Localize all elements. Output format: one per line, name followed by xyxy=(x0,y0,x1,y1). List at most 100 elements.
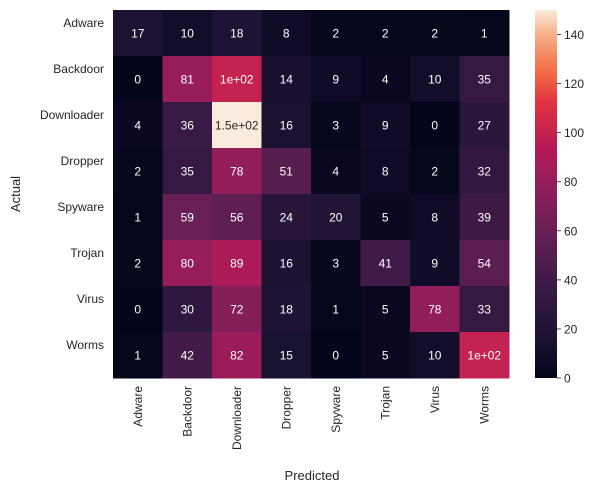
heatmap-cell xyxy=(261,102,312,149)
y-tick-label: Worms xyxy=(66,338,104,352)
cell-value-label: 89 xyxy=(230,257,244,271)
x-axis-title: Predicted xyxy=(285,468,340,483)
y-tick-label: Backdoor xyxy=(53,62,104,76)
heatmap-cell xyxy=(459,194,510,241)
cell-value-label: 4 xyxy=(332,165,339,179)
heatmap-cell xyxy=(261,10,312,57)
cell-value-labels: 17 10 18 8 2 2 2 10 81 1e+02 14 9 4 10 354 36 1.5e+02 16 3… xyxy=(131,27,501,363)
cell-value-label: 9 xyxy=(431,257,438,271)
cell-value-label: 18 xyxy=(280,303,294,317)
heatmap-cell xyxy=(459,286,510,333)
cell-value-label: 24 xyxy=(280,211,294,225)
cell-value-label: 41 xyxy=(379,257,393,271)
x-tick-label: Backdoor xyxy=(180,386,194,437)
cell-value-label: 2 xyxy=(332,27,339,41)
heatmap-cell xyxy=(212,332,262,379)
y-axis-tick-labels: Adware Backdoor Downloader Dropper Spyware Tr… xyxy=(40,16,104,352)
cell-value-label: 3 xyxy=(332,119,339,133)
heatmap-cell xyxy=(410,102,460,149)
heatmap-cell xyxy=(261,148,312,195)
cell-value-label: 15 xyxy=(280,349,294,363)
cell-value-label: 27 xyxy=(478,119,492,133)
heatmap-cell xyxy=(360,332,411,379)
heatmap-cell xyxy=(360,10,411,57)
cell-value-label: 42 xyxy=(181,349,195,363)
cell-value-label: 0 xyxy=(431,119,438,133)
cell-value-label: 9 xyxy=(382,119,389,133)
x-tick-label: Virus xyxy=(428,386,442,413)
heatmap-cell xyxy=(311,148,361,195)
heatmap-cell xyxy=(410,240,460,287)
y-tick-label: Downloader xyxy=(40,108,104,122)
heatmap-cell xyxy=(360,56,411,103)
heatmap-cell xyxy=(212,240,262,287)
colorbar-tick-label: 60 xyxy=(564,224,578,238)
cell-value-label: 10 xyxy=(181,27,195,41)
cell-value-label: 16 xyxy=(280,257,294,271)
x-tick-label: Worms xyxy=(477,386,491,424)
cell-value-label: 3 xyxy=(332,257,339,271)
heatmap-cell xyxy=(410,56,460,103)
heatmap-cell xyxy=(360,102,411,149)
heatmap-cell xyxy=(410,286,460,333)
heatmap-cell xyxy=(212,102,262,149)
cell-value-label: 54 xyxy=(478,257,492,271)
cell-value-label: 2 xyxy=(431,165,438,179)
heatmap-cell xyxy=(212,10,262,57)
heatmap-cell xyxy=(162,332,213,379)
heatmap-cell xyxy=(212,194,262,241)
y-tick-label: Dropper xyxy=(61,154,104,168)
x-tick-label: Dropper xyxy=(279,386,293,429)
colorbar-tick-label: 140 xyxy=(564,28,584,42)
cell-value-label: 2 xyxy=(134,257,141,271)
heatmap-cell xyxy=(360,286,411,333)
heatmap-cell xyxy=(162,286,213,333)
heatmap-cell xyxy=(410,148,460,195)
cell-value-label: 1 xyxy=(134,211,141,225)
heatmap-cell xyxy=(311,102,361,149)
cell-value-label: 0 xyxy=(332,349,339,363)
cell-value-label: 82 xyxy=(230,349,244,363)
heatmap-cell xyxy=(113,10,163,57)
cell-value-label: 72 xyxy=(230,303,244,317)
colorbar-tick-label: 20 xyxy=(564,322,578,336)
cell-value-label: 81 xyxy=(181,73,195,87)
heatmap-cell xyxy=(360,194,411,241)
heatmap-cell xyxy=(311,332,361,379)
cell-value-label: 1.5e+02 xyxy=(215,119,259,133)
heatmap-cell xyxy=(162,148,213,195)
heatmap-cell xyxy=(212,148,262,195)
cell-value-label: 30 xyxy=(181,303,195,317)
colorbar-tick-label: 80 xyxy=(564,175,578,189)
cell-value-label: 36 xyxy=(181,119,195,133)
cell-value-label: 80 xyxy=(181,257,195,271)
heatmap-cell xyxy=(212,56,262,103)
heatmap-cell xyxy=(113,148,163,195)
cell-value-label: 17 xyxy=(131,27,145,41)
heatmap-cell xyxy=(459,148,510,195)
heatmap-cell xyxy=(113,102,163,149)
cell-value-label: 8 xyxy=(283,27,290,41)
cell-value-label: 1 xyxy=(332,303,339,317)
heatmap-cell xyxy=(261,332,312,379)
heatmap-cell xyxy=(261,240,312,287)
x-tick-label: Spyware xyxy=(329,386,343,433)
heatmap-cell xyxy=(162,10,213,57)
colorbar-tick-label: 40 xyxy=(564,273,578,287)
cell-value-label: 78 xyxy=(428,303,442,317)
cell-value-label: 35 xyxy=(181,165,195,179)
heatmap-cell xyxy=(410,10,460,57)
x-axis-tick-labels: Adware Backdoor Downloader Dropper Spyware Tr… xyxy=(131,386,492,450)
cell-value-label: 1 xyxy=(481,27,488,41)
cell-value-label: 5 xyxy=(382,303,389,317)
cell-value-label: 2 xyxy=(134,165,141,179)
colorbar xyxy=(535,10,557,378)
y-tick-label: Spyware xyxy=(57,200,104,214)
heatmap-cells xyxy=(113,10,510,379)
cell-value-label: 0 xyxy=(134,73,141,87)
cell-value-label: 4 xyxy=(134,119,141,133)
heatmap-cell xyxy=(113,240,163,287)
cell-value-label: 4 xyxy=(382,73,389,87)
heatmap-cell xyxy=(311,240,361,287)
